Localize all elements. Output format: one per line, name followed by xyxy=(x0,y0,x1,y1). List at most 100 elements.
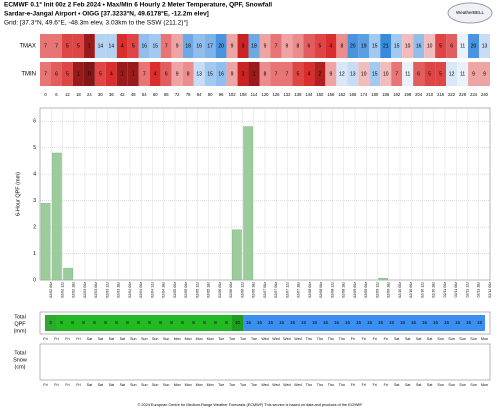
x-tick-label: 02/07 00z xyxy=(263,282,267,298)
temp-cell xyxy=(468,34,480,58)
temp-value: 15 xyxy=(394,43,400,49)
x-tick-label: 02/02 12z xyxy=(60,282,64,298)
hour-label: 90 xyxy=(208,92,213,97)
temp-value: 5 xyxy=(66,71,69,77)
temp-value: 20 xyxy=(218,43,224,49)
temp-cell xyxy=(325,62,337,86)
x-tick-label: 02/05 00z xyxy=(173,282,177,298)
snow-day-label: Wed xyxy=(283,383,290,387)
temp-value: 13 xyxy=(196,71,202,77)
row-label: TMAX xyxy=(19,44,36,50)
day-label: Sun xyxy=(130,337,136,341)
total-qpf-cell xyxy=(419,315,430,331)
temp-cell xyxy=(413,34,425,58)
temp-cell xyxy=(347,34,359,58)
snow-day-label: Thu xyxy=(339,383,345,387)
temp-cell xyxy=(424,34,436,58)
temp-cell xyxy=(270,34,282,58)
snow-day-label: Sun xyxy=(141,383,147,387)
temp-cell xyxy=(380,34,392,58)
total-qpf-cell xyxy=(309,315,320,331)
hour-label: 126 xyxy=(272,92,280,97)
total-qpf-value: 8 xyxy=(93,320,96,325)
day-label: Sun xyxy=(470,337,476,341)
x-tick-label: 02/09 12z xyxy=(375,282,379,298)
temp-value: 7 xyxy=(44,71,47,77)
total-qpf-value: 16 xyxy=(477,320,483,325)
temp-cell xyxy=(61,34,73,58)
total-qpf-cell xyxy=(320,315,331,331)
temp-value: 7 xyxy=(44,43,47,49)
hour-label: 66 xyxy=(164,92,169,97)
total-qpf-cell xyxy=(408,315,419,331)
temp-cell xyxy=(292,34,304,58)
temp-value: 1 xyxy=(88,43,91,49)
total-qpf-value: 8 xyxy=(181,320,184,325)
total-qpf-cell xyxy=(254,315,265,331)
hour-label: 60 xyxy=(153,92,158,97)
x-tick-label: 02/05 18z xyxy=(207,282,211,298)
total-qpf-cell xyxy=(276,315,287,331)
temp-value: 4 xyxy=(121,43,124,49)
temp-cell xyxy=(72,62,84,86)
y-axis-label: 6-Hour QPF (mm) xyxy=(15,172,21,216)
total-qpf-value: 16 xyxy=(455,320,461,325)
hour-label: 228 xyxy=(459,92,467,97)
total-qpf-cell xyxy=(265,315,276,331)
x-tick-label: 02/07 06z xyxy=(274,282,278,298)
temp-value: 8 xyxy=(340,43,343,49)
total-qpf-label: QPF xyxy=(14,321,26,327)
day-label: Sat xyxy=(120,337,125,341)
day-label: Wed xyxy=(294,337,301,341)
snow-day-label: Sun xyxy=(448,383,454,387)
day-label: Thu xyxy=(339,337,345,341)
temp-value: 15 xyxy=(372,43,378,49)
temp-cell xyxy=(61,62,73,86)
x-tick-label: 02/05 06z xyxy=(184,282,188,298)
temp-cell xyxy=(182,34,194,58)
temp-value: 21 xyxy=(383,43,389,49)
snow-day-label: Fri xyxy=(384,383,388,387)
hour-label: 72 xyxy=(175,92,180,97)
temp-cell xyxy=(314,34,326,58)
x-tick-label: 02/11 00z xyxy=(443,282,447,298)
total-qpf-cell xyxy=(122,315,133,331)
temp-value: 5 xyxy=(428,71,431,77)
hour-label: 102 xyxy=(229,92,237,97)
temp-value: 16 xyxy=(196,43,202,49)
x-tick-label: 02/02 18z xyxy=(72,282,76,298)
snow-day-label: Fri xyxy=(65,383,69,387)
total-qpf-value: 8 xyxy=(137,320,140,325)
snow-day-label: Sat xyxy=(427,383,432,387)
hour-label: 198 xyxy=(404,92,412,97)
x-tick-label: 02/08 06z xyxy=(319,282,323,298)
hour-label: 18 xyxy=(76,92,81,97)
total-qpf-value: 16 xyxy=(433,320,439,325)
temp-cell xyxy=(435,62,447,86)
total-qpf-value: 16 xyxy=(444,320,450,325)
hour-label: 84 xyxy=(197,92,202,97)
temp-value: 5 xyxy=(99,71,102,77)
x-tick-label: 02/04 00z xyxy=(128,282,132,298)
x-tick-label: 02/10 06z xyxy=(409,282,413,298)
temp-cell xyxy=(446,34,458,58)
hour-label: 192 xyxy=(393,92,401,97)
x-tick-label: 02/08 12z xyxy=(330,282,334,298)
day-label: Fri xyxy=(351,337,355,341)
temp-value: 9 xyxy=(483,71,486,77)
snow-day-label: Sat xyxy=(394,383,399,387)
temp-value: 11 xyxy=(405,71,410,77)
x-tick-label: 02/11 06z xyxy=(454,282,458,298)
temp-value: 5 xyxy=(439,43,442,49)
hour-label: 156 xyxy=(327,92,335,97)
total-qpf-cell xyxy=(243,315,254,331)
snow-day-label: Fri xyxy=(373,383,377,387)
total-qpf-cell xyxy=(298,315,309,331)
hour-label: 222 xyxy=(448,92,456,97)
day-label: Fri xyxy=(384,337,388,341)
temp-value: 9 xyxy=(231,43,234,49)
snow-day-label: Wed xyxy=(261,383,268,387)
temp-cell xyxy=(259,62,271,86)
temp-value: 10 xyxy=(427,43,433,49)
